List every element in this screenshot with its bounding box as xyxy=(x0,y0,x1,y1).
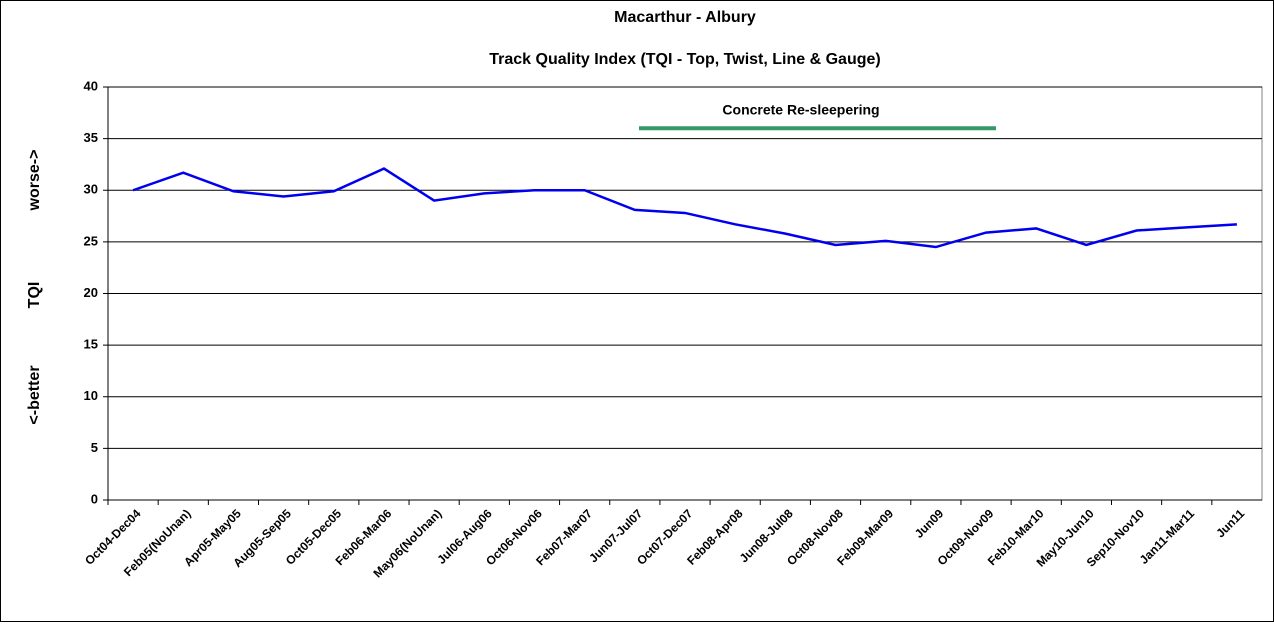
chart-subtitle: Track Quality Index (TQI - Top, Twist, L… xyxy=(489,51,880,68)
y-tick-label: 10 xyxy=(84,388,98,403)
y-tick-label: 15 xyxy=(84,337,98,352)
annotation: Concrete Re-sleepering xyxy=(722,102,879,118)
y-axis-label: <-better xyxy=(26,365,43,424)
y-tick-label: 0 xyxy=(91,491,98,506)
y-axis-label: worse-> xyxy=(26,150,43,212)
y-tick-label: 20 xyxy=(84,285,98,300)
y-tick-label: 5 xyxy=(91,440,98,455)
y-tick-label: 40 xyxy=(84,78,98,93)
y-tick-label: 30 xyxy=(84,182,98,197)
y-axis-label: TQI xyxy=(26,282,43,309)
line xyxy=(132,167,1237,249)
y-tick-label: 35 xyxy=(84,130,98,145)
y-tick-label: 25 xyxy=(84,233,98,248)
chart-title: Macarthur - Albury xyxy=(614,9,756,26)
